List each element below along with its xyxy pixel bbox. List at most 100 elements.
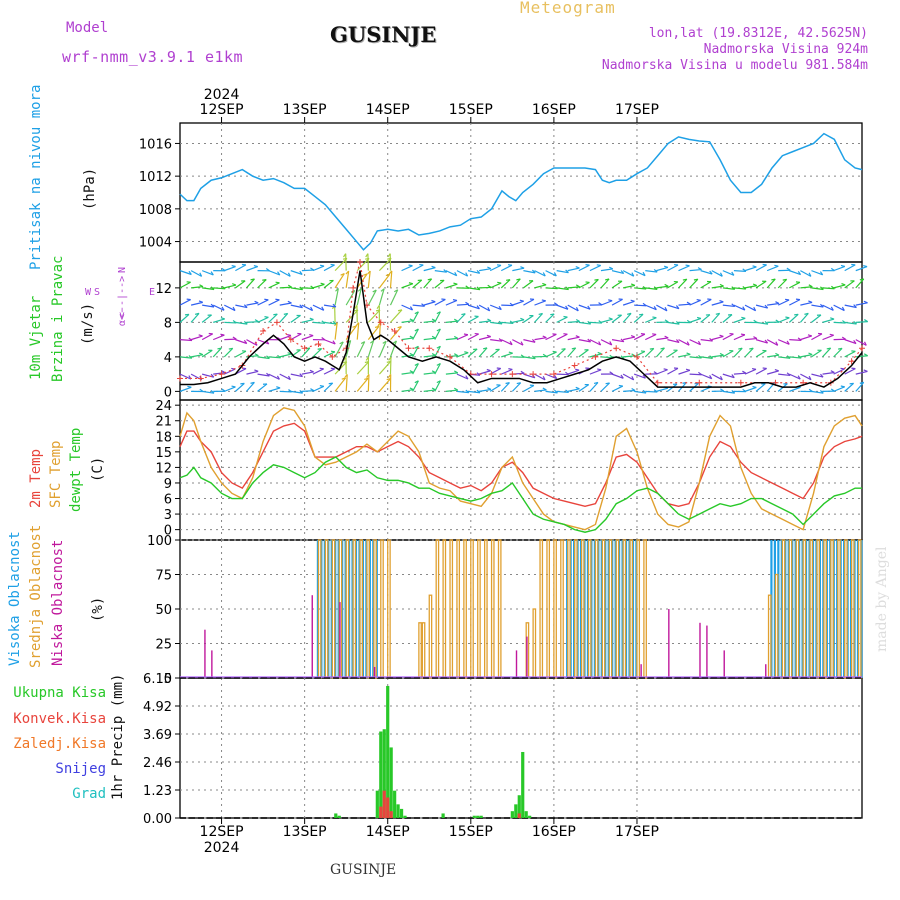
- wind-barb: [589, 339, 601, 346]
- wind-barb: [789, 339, 802, 341]
- pressure-line: [179, 132, 863, 251]
- precip-total-bar: [441, 813, 445, 818]
- t2m-line: [179, 422, 863, 508]
- cloud-mid-bar: [421, 622, 426, 679]
- wind-gust-marker: [260, 328, 267, 334]
- wind-barb: [523, 356, 536, 360]
- wind-barb: [789, 299, 801, 306]
- wind-barb-head: [782, 278, 787, 281]
- wind-barb: [855, 266, 868, 272]
- wind-barb: [700, 356, 713, 359]
- wind-barb: [822, 304, 834, 311]
- wind-barb-head: [220, 317, 225, 320]
- wind-barb: [323, 368, 336, 375]
- bottom-day-label: 17SEP: [615, 824, 659, 840]
- wind-barb-head: [194, 312, 200, 315]
- wind-barb: [312, 368, 324, 375]
- wind-barb-head: [698, 354, 702, 359]
- cloud-mid-bar: [574, 539, 578, 679]
- wind-gust-marker: [571, 362, 578, 369]
- wind-barb: [235, 264, 247, 272]
- wind-barb-head: [377, 322, 381, 327]
- wind-barb-head: [841, 306, 845, 311]
- wind-barb-head: [596, 264, 601, 267]
- wind-gust-marker: [426, 345, 433, 352]
- wind-barb: [434, 270, 447, 273]
- wind-barb: [290, 287, 303, 291]
- y-tick-label: 6.15: [143, 672, 172, 687]
- wind-barb-head: [487, 307, 491, 312]
- wind-barb-head: [409, 335, 414, 339]
- wind-barb: [711, 285, 724, 289]
- wind-barb: [611, 373, 624, 379]
- wind-barb: [323, 351, 336, 358]
- cloud-mid-bar: [463, 539, 467, 679]
- wind-barb: [789, 270, 801, 276]
- wind-barb: [667, 321, 680, 325]
- wind-barb: [179, 270, 192, 276]
- wind-barb: [578, 384, 590, 392]
- top-day-label: 17SEP: [615, 102, 659, 118]
- wind-barb-head: [210, 303, 215, 308]
- wind-barb-head: [786, 340, 790, 345]
- cloud-low-bar: [204, 629, 206, 678]
- wind-barb-head: [696, 299, 701, 301]
- wind-barb-head: [794, 313, 799, 316]
- bottom-day-label: 13SEP: [283, 824, 327, 840]
- wind-barb-head: [838, 347, 843, 350]
- wind-barb-head: [685, 264, 690, 267]
- wind-barb: [678, 265, 690, 272]
- wind-barb: [689, 317, 702, 323]
- wind-barb-head: [250, 381, 255, 384]
- wind-barb-head: [642, 285, 647, 290]
- wind-barb: [290, 304, 303, 309]
- wind-barb-head: [598, 341, 602, 346]
- wind-barb-head: [393, 289, 399, 293]
- wind-barb: [645, 270, 658, 273]
- cloud-low-bar: [699, 622, 701, 678]
- wind-barb: [534, 389, 547, 392]
- wind-barb-head: [808, 284, 813, 288]
- wind-gust-marker: [273, 319, 280, 326]
- wind-barb: [578, 349, 589, 358]
- wind-barb: [766, 265, 779, 272]
- wind-barb-head: [764, 339, 769, 344]
- wind-barb: [722, 350, 734, 358]
- wind-barb: [811, 373, 824, 378]
- wind-barb-head: [508, 351, 513, 354]
- wind-barb-head: [363, 273, 368, 276]
- wind-barb: [622, 300, 635, 306]
- cloud-mid-bar: [470, 539, 474, 679]
- wind-barb-head: [210, 373, 215, 378]
- wind-barb: [423, 372, 436, 375]
- wind-barb: [645, 390, 658, 393]
- wind-barb: [678, 339, 690, 346]
- wind-barb-head: [210, 286, 215, 290]
- wind-barb-head: [476, 305, 480, 310]
- wind-barb-head: [575, 318, 581, 323]
- wind-barb-head: [221, 306, 225, 311]
- wind-barb-head: [841, 282, 846, 286]
- wind-barb: [534, 300, 546, 306]
- cloud-mid-bar: [816, 539, 821, 679]
- precip-total-bar: [476, 815, 480, 818]
- wind-barb-head: [531, 355, 536, 360]
- y-tick-label: 1008: [139, 203, 172, 218]
- wind-barb: [523, 384, 535, 392]
- wind-barb: [312, 348, 323, 358]
- wind-barb-head: [330, 367, 335, 370]
- wind-barb-head: [749, 347, 754, 350]
- wind-barb: [445, 337, 458, 341]
- wind-barb-head: [786, 267, 791, 271]
- wind-barb: [334, 288, 339, 306]
- wind-barb: [489, 384, 501, 392]
- wind-barb: [201, 333, 213, 341]
- wind-barb-head: [752, 265, 757, 268]
- wind-barb-head: [631, 272, 635, 277]
- wind-barb: [501, 368, 513, 375]
- wind-barb-head: [519, 299, 524, 302]
- wind-barb: [755, 280, 767, 289]
- wind-barb-head: [863, 300, 868, 304]
- wind-barb: [799, 312, 809, 323]
- wind-barb: [512, 300, 524, 306]
